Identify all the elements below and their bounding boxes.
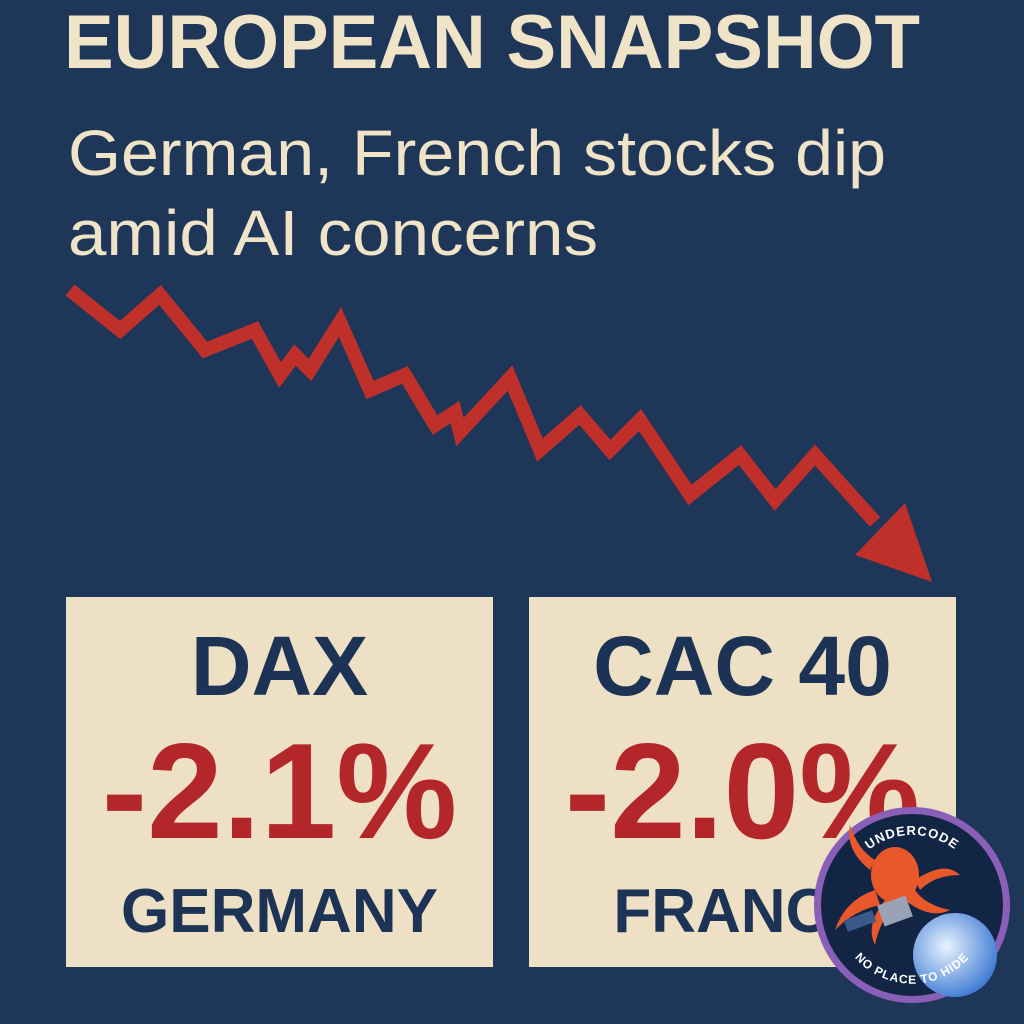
badge-octopus <box>835 825 960 945</box>
card: DAX-2.1% GERMANY <box>66 597 493 967</box>
card: CAC 40-2.0%FRANCE <box>529 597 956 967</box>
down-arrow <box>65 284 932 582</box>
badge-globe <box>913 913 997 997</box>
cards: DAX-2.1% GERMANY CAC 40-2.0%FRANCE <box>66 597 956 967</box>
badge: UNDERCODE NO PLACE TO HIDE <box>814 807 1010 1003</box>
subtitle-line: German, French stocks dip <box>68 117 886 189</box>
subtitle-line: amid AI concerns <box>68 197 598 269</box>
index-name: DAX <box>191 619 368 713</box>
card-background <box>66 597 493 967</box>
change: -2.1% <box>102 715 457 867</box>
country: GERMANY <box>121 877 438 946</box>
index-name: CAC 40 <box>593 619 892 713</box>
title: EUROPEAN SNAPSHOT <box>64 0 920 85</box>
